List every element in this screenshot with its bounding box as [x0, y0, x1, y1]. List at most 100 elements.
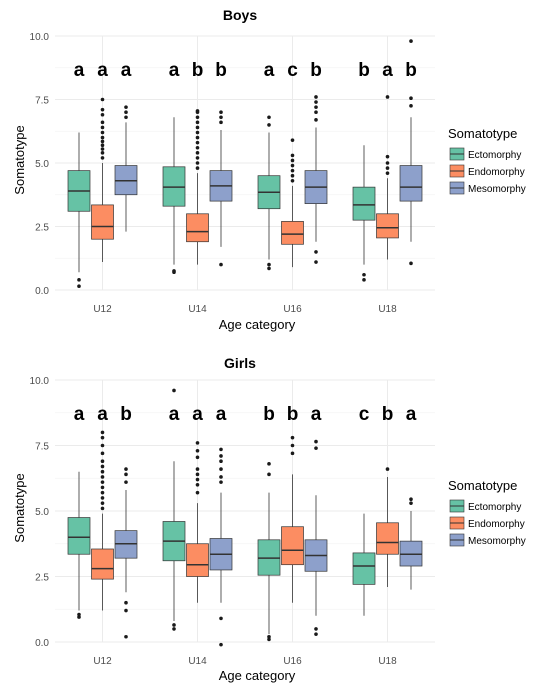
girls-letter-u16-mesomorphy: a	[311, 404, 322, 425]
outlier-point	[100, 107, 105, 112]
outlier-point	[409, 39, 413, 43]
outlier-point	[100, 143, 105, 148]
girls-x-axis-label: Age category	[219, 668, 296, 683]
outlier-point	[100, 97, 105, 102]
girls-letter-u12-endomorphy: a	[97, 404, 108, 425]
legend-label: Mesomorphy	[468, 536, 526, 547]
outlier-point	[195, 120, 200, 125]
boys-y-tick-labels: 0.0 2.5 5.0 7.5 10.0	[30, 32, 50, 297]
outlier-point	[100, 475, 105, 479]
girls-letter-u18-mesomorphy: a	[406, 404, 417, 425]
outlier-point	[267, 262, 271, 267]
legend-label: Ectomorphy	[468, 502, 521, 513]
girls-x-tick-label-u12: U12	[93, 656, 112, 667]
boys-letter-u16-endomorphy: c	[287, 60, 298, 81]
iqr-box	[91, 204, 114, 240]
outlier-point	[100, 506, 105, 511]
boys-box-u14-endomorphy	[186, 109, 209, 265]
outlier-point	[100, 151, 105, 155]
outlier-point	[172, 627, 176, 631]
boys-x-axis-label: Age category	[219, 317, 296, 332]
outlier-point	[124, 467, 128, 471]
girls-y-tick-label: 7.5	[35, 442, 49, 453]
outlier-point	[219, 475, 223, 479]
boys-box-u18-ectomorphy	[352, 145, 376, 282]
outlier-point	[124, 472, 128, 477]
iqr-box	[186, 213, 209, 243]
boys-letter-u16-mesomorphy: b	[310, 60, 322, 81]
outlier-point	[100, 485, 105, 490]
outlier-point	[195, 156, 200, 160]
outlier-point	[77, 278, 81, 282]
girls-letter-u14-ectomorphy: a	[169, 404, 180, 425]
boys-box-u12-ectomorphy	[67, 132, 91, 288]
boys-legend: Somatotype Ectomorphy Endomorphy Mesomorph…	[448, 126, 526, 195]
outlier-point	[100, 139, 105, 144]
girls-y-tick-label: 0.0	[35, 638, 49, 649]
boys-letter-u14-mesomorphy: b	[215, 60, 227, 81]
boys-x-tick-label-u16: U16	[283, 304, 302, 315]
outlier-point	[100, 112, 105, 117]
outlier-point	[195, 448, 200, 453]
outlier-point	[219, 120, 223, 125]
outlier-point	[290, 435, 295, 440]
girls-box-u14-endomorphy	[186, 441, 209, 603]
outlier-point	[267, 462, 271, 466]
boys-box-u16-ectomorphy	[257, 115, 281, 271]
girls-y-tick-labels: 0.0 2.5 5.0 7.5 10.0	[30, 376, 50, 649]
boys-box-u14-ectomorphy	[162, 117, 186, 275]
outlier-point	[409, 104, 413, 108]
boys-letter-u12-ectomorphy: a	[74, 60, 85, 81]
girls-x-tick-label-u14: U14	[188, 656, 207, 667]
girls-box-u16-mesomorphy	[304, 439, 328, 636]
outlier-point	[195, 490, 200, 495]
outlier-point	[314, 250, 318, 254]
outlier-point	[195, 455, 200, 460]
boys-y-axis-label: Somatotype	[12, 125, 27, 194]
boys-letter-u18-endomorphy: a	[382, 60, 393, 81]
boys-box-u16-mesomorphy	[304, 95, 328, 264]
boys-legend-item-mesomorphy: Mesomorphy	[449, 181, 526, 195]
girls-letter-u16-endomorphy: b	[287, 404, 299, 425]
outlier-point	[100, 435, 105, 440]
iqr-box	[91, 548, 114, 580]
iqr-box	[186, 543, 209, 577]
outlier-point	[314, 439, 318, 444]
outlier-point	[100, 156, 105, 160]
outlier-point	[385, 166, 390, 170]
outlier-point	[385, 171, 390, 175]
girls-box-u12-ectomorphy	[67, 471, 91, 619]
outlier-point	[100, 120, 105, 125]
outlier-point	[172, 388, 176, 393]
girls-box-u16-ectomorphy	[257, 462, 281, 642]
outlier-point	[100, 501, 105, 505]
outlier-point	[290, 168, 295, 173]
outlier-point	[100, 135, 105, 140]
outlier-point	[219, 110, 223, 114]
girls-box-u12-mesomorphy	[114, 467, 138, 639]
boys-legend-item-ectomorphy: Ectomorphy	[449, 147, 521, 161]
boys-letter-u18-ectomorphy: b	[358, 60, 370, 81]
outlier-point	[409, 261, 413, 266]
boys-x-tick-label-u12: U12	[93, 304, 112, 315]
outlier-point	[195, 125, 200, 130]
outlier-point	[267, 637, 271, 642]
outlier-point	[314, 95, 318, 99]
outlier-point	[385, 161, 390, 165]
outlier-point	[219, 480, 223, 484]
boys-letter-u16-ectomorphy: a	[264, 60, 275, 81]
boys-letter-u12-mesomorphy: a	[121, 60, 132, 81]
boys-y-tick-label: 2.5	[35, 223, 49, 234]
boys-letter-u14-ectomorphy: a	[169, 60, 180, 81]
boys-y-tick-label: 5.0	[35, 159, 49, 170]
outlier-point	[219, 262, 223, 267]
boys-box-u18-endomorphy	[376, 95, 399, 260]
outlier-point	[267, 115, 271, 120]
girls-x-tick-labels: U12 U14 U16 U18	[93, 656, 397, 667]
outlier-point	[100, 464, 105, 469]
outlier-point	[385, 95, 390, 99]
outlier-point	[195, 483, 200, 487]
outlier-point	[195, 166, 200, 170]
girls-box-u18-mesomorphy	[399, 497, 423, 590]
